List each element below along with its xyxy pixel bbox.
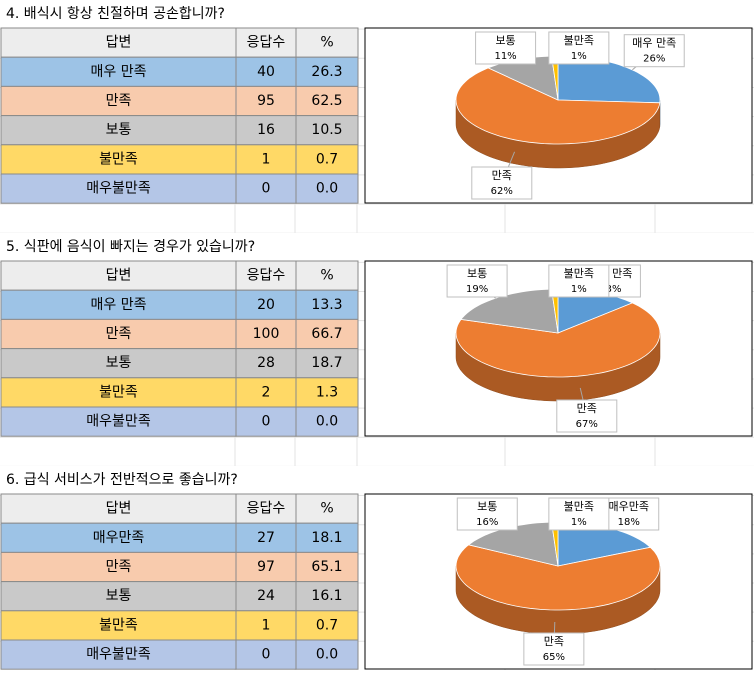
label-name: 매우만족 xyxy=(608,500,648,513)
header-text: 답변 xyxy=(106,268,132,284)
cell-text: 매우불만족 xyxy=(86,414,151,430)
label-value: 19% xyxy=(466,284,488,295)
cell-text: 1 xyxy=(262,151,271,167)
cell-text: 100 xyxy=(253,326,280,342)
cell-text: 만족 xyxy=(106,326,132,342)
header-text: % xyxy=(320,501,333,517)
cell-text: 97 xyxy=(257,559,275,575)
label-name: 불만족 xyxy=(564,500,594,513)
section-title: 4. 배식시 항상 친절하며 공손합니까? xyxy=(6,6,225,22)
cell-text: 매우불만족 xyxy=(86,647,151,663)
header-text: 응답수 xyxy=(247,501,286,517)
cell-text: 65.1 xyxy=(311,559,342,575)
label-value: 65% xyxy=(543,652,565,663)
cell-text: 0.7 xyxy=(316,617,338,633)
label-value: 1% xyxy=(571,517,587,528)
cell-text: 27 xyxy=(257,530,275,546)
cell-text: 66.7 xyxy=(311,326,342,342)
cell-text: 28 xyxy=(257,355,275,371)
label-name: 불만족 xyxy=(564,34,594,47)
cell-text: 0.0 xyxy=(316,181,338,197)
cell-text: 보통 xyxy=(106,122,132,138)
cell-text: 매우만족 xyxy=(93,530,145,546)
cell-text: 10.5 xyxy=(311,122,342,138)
cell-text: 13.3 xyxy=(311,297,342,313)
cell-text: 24 xyxy=(257,588,275,604)
cell-text: 보통 xyxy=(106,355,132,371)
section-title: 6. 급식 서비스가 전반적으로 좋습니까? xyxy=(6,472,238,488)
header-text: % xyxy=(320,268,333,284)
cell-text: 20 xyxy=(257,297,275,313)
cell-text: 62.5 xyxy=(311,93,342,109)
label-name: 보통 xyxy=(495,34,515,47)
cell-text: 18.7 xyxy=(311,355,342,371)
cell-text: 1.3 xyxy=(316,384,338,400)
cell-text: 16 xyxy=(257,122,275,138)
cell-text: 16.1 xyxy=(311,588,342,604)
cell-text: 매우 만족 xyxy=(91,297,147,313)
cell-text: 만족 xyxy=(106,93,132,109)
label-name: 만족 xyxy=(577,402,597,415)
label-value: 62% xyxy=(491,186,513,197)
label-value: 1% xyxy=(571,284,587,295)
cell-text: 0 xyxy=(262,647,271,663)
section-title: 5. 식판에 음식이 빠지는 경우가 있습니까? xyxy=(6,239,255,255)
label-value: 11% xyxy=(494,51,516,62)
label-name: 불만족 xyxy=(564,267,594,280)
header-text: 답변 xyxy=(106,35,132,51)
cell-text: 95 xyxy=(257,93,275,109)
cell-text: 매우불만족 xyxy=(86,181,151,197)
label-value: 26% xyxy=(643,54,665,65)
label-value: 1% xyxy=(571,51,587,62)
label-name: 보통 xyxy=(467,267,487,280)
cell-text: 매우 만족 xyxy=(91,64,147,80)
cell-text: 만족 xyxy=(106,559,132,575)
cell-text: 0.7 xyxy=(316,151,338,167)
cell-text: 2 xyxy=(262,384,271,400)
cell-text: 0 xyxy=(262,181,271,197)
cell-text: 불만족 xyxy=(99,151,138,167)
cell-text: 보통 xyxy=(106,588,132,604)
cell-text: 1 xyxy=(262,617,271,633)
header-text: % xyxy=(320,35,333,51)
cell-text: 40 xyxy=(257,64,275,80)
cell-text: 26.3 xyxy=(311,64,342,80)
header-text: 응답수 xyxy=(247,35,286,51)
cell-text: 0 xyxy=(262,414,271,430)
section: 4. 배식시 항상 친절하며 공손합니까? 답변 응답수% 매우 만족 40 26.3 만족… xyxy=(0,0,754,203)
label-value: 18% xyxy=(618,517,640,528)
cell-text: 18.1 xyxy=(311,530,342,546)
label-name: 보통 xyxy=(477,500,497,513)
label-value: 67% xyxy=(576,419,598,430)
cell-text: 불만족 xyxy=(99,384,138,400)
header-text: 답변 xyxy=(106,501,132,517)
header-text: 응답수 xyxy=(247,268,286,284)
label-name: 만족 xyxy=(492,169,512,182)
label-name: 매우 만족 xyxy=(632,37,676,50)
label-name: 만족 xyxy=(544,635,564,648)
section: 6. 급식 서비스가 전반적으로 좋습니까? 답변 응답수% 매우만족 27 18.1 만족… xyxy=(0,466,754,669)
label-value: 16% xyxy=(476,517,498,528)
cell-text: 불만족 xyxy=(99,617,138,633)
cell-text: 0.0 xyxy=(316,414,338,430)
cell-text: 0.0 xyxy=(316,647,338,663)
